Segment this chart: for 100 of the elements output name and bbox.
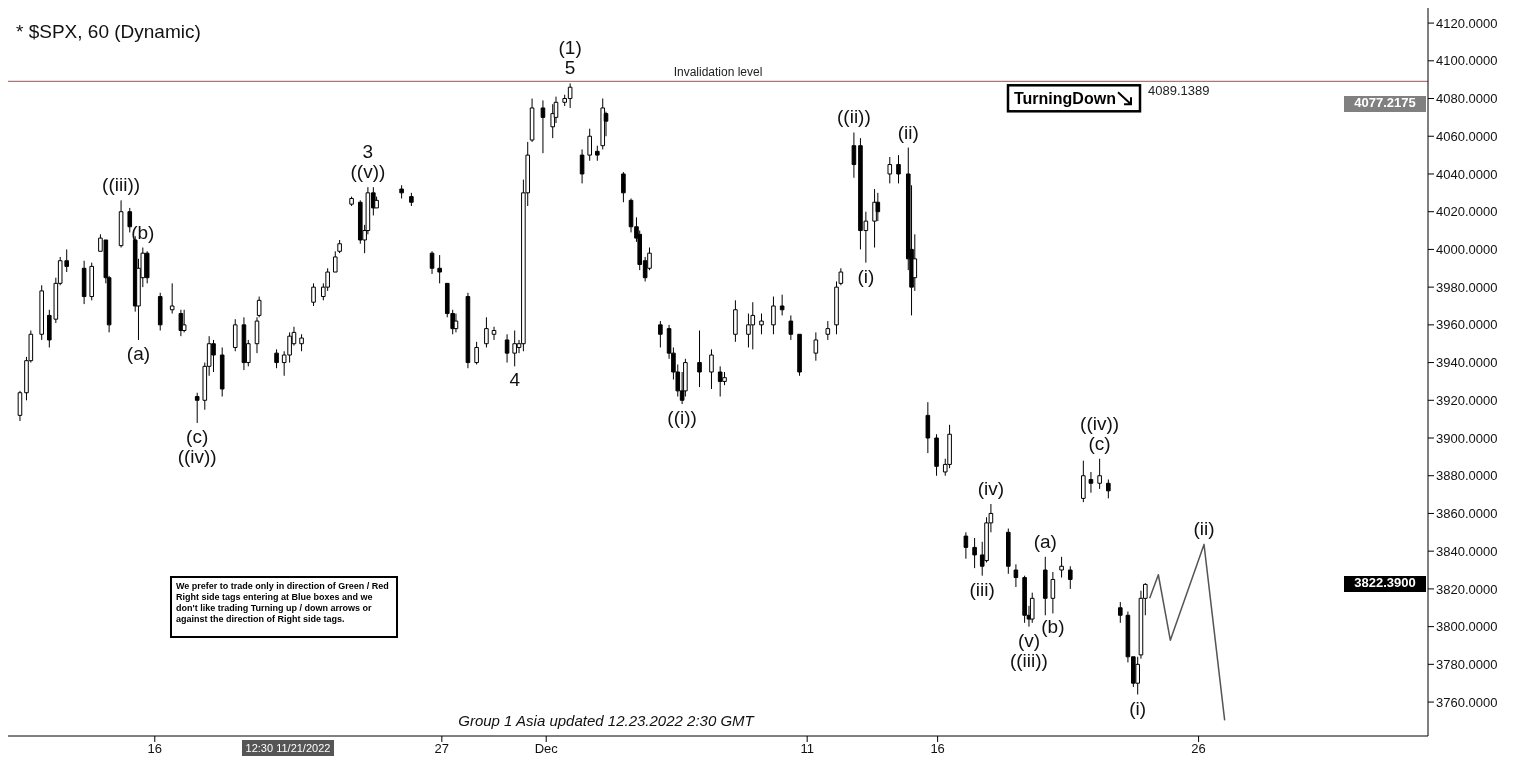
candlestick: [169, 282, 175, 315]
annotation: (a): [126, 342, 151, 364]
candlestick: [851, 131, 857, 179]
y-tick-label: 4080.0000: [1436, 91, 1498, 107]
x-tick-label: 26: [1191, 741, 1206, 757]
candlestick: [825, 320, 831, 341]
candlestick: [453, 313, 459, 333]
candlestick: [311, 282, 316, 307]
annotation: 3: [362, 141, 374, 163]
annotation: We prefer to trade only in direction of Green / Red Right side tags entering at Blue boxes and we don't like trading Turning up / down arrows or against the direction of Right side tags.: [170, 576, 398, 638]
y-tick-label: 4120.0000: [1436, 15, 1498, 31]
candlestick: [409, 192, 414, 207]
candlestick: [474, 341, 479, 365]
candlestick: [144, 250, 150, 284]
candlestick: [587, 128, 592, 162]
annotation: ((ii)): [837, 106, 871, 128]
candlestick: [1050, 571, 1056, 614]
candlestick: [39, 284, 45, 341]
line-series: [1148, 543, 1226, 722]
candlestick: [178, 309, 184, 337]
y-tick-label: 3980.0000: [1436, 279, 1498, 295]
candlestick: [972, 537, 977, 569]
candlestick: [1059, 556, 1064, 579]
candlestick: [1097, 458, 1102, 490]
candlestick: [600, 98, 606, 150]
candlestick: [797, 333, 802, 377]
candlestick: [232, 318, 238, 352]
candlestick: [399, 184, 404, 199]
annotation: (v): [1017, 629, 1041, 651]
candlestick: [697, 330, 702, 388]
annotation: (ii): [1193, 518, 1215, 540]
candlestick: [194, 392, 200, 424]
annotation: 4: [509, 369, 521, 391]
candlestick: [118, 199, 124, 249]
annotation: TurningDown: [1014, 90, 1116, 108]
annotation: ((v)): [350, 161, 386, 183]
candlestick: [81, 260, 87, 305]
y-tick-label: 3800.0000: [1436, 619, 1498, 635]
annotation: (iv): [977, 478, 1005, 500]
y-tick-label: 4060.0000: [1436, 128, 1498, 144]
candlestick: [621, 171, 626, 203]
annotation: (1): [558, 37, 582, 59]
candlestick: [896, 154, 901, 184]
candlestick: [429, 250, 435, 275]
candlestick: [17, 390, 23, 422]
text: * $SPX, 60 (Dynamic): [16, 21, 201, 42]
y-tick-label: 3860.0000: [1436, 506, 1498, 522]
candlestick: [1135, 656, 1140, 696]
y-tick-label: 4020.0000: [1436, 204, 1498, 220]
candlestick: [779, 294, 785, 316]
candlestick: [219, 346, 225, 398]
candlestick: [211, 339, 216, 373]
candlestick: [241, 316, 247, 371]
annotation: ((iii)): [102, 174, 141, 196]
candlestick: [484, 316, 489, 348]
y-tick-label: 3960.0000: [1436, 317, 1498, 333]
candlestick: [437, 254, 442, 284]
candlestick: [504, 333, 510, 364]
annotation: Group 1 Asia updated 12.23.2022 2:30 GMT: [458, 712, 756, 729]
candlestick: [465, 292, 471, 369]
y-tick-label: 3820.0000: [1436, 581, 1498, 597]
y-tick-label: 4100.0000: [1436, 53, 1498, 69]
annotation: (iii): [969, 578, 995, 600]
annotation: (i): [857, 265, 875, 287]
candlestick: [934, 433, 939, 477]
candlestick: [512, 330, 517, 367]
candlestick: [529, 98, 535, 143]
annotation: 4077.2175: [1354, 95, 1416, 111]
candlestick: [963, 531, 969, 560]
y-tick-label: 3880.0000: [1436, 468, 1498, 484]
y-tick-label: 3900.0000: [1436, 430, 1498, 446]
candlestick: [759, 313, 764, 335]
annotation: (ii): [897, 121, 919, 143]
candlestick: [1118, 601, 1123, 624]
annotation: (c): [186, 425, 209, 447]
annotation: 5: [564, 57, 576, 79]
y-tick-label: 4040.0000: [1436, 166, 1498, 182]
y-tick-label: 3840.0000: [1436, 543, 1498, 559]
x-tick-label: 16: [930, 741, 945, 757]
x-tick-label: 27: [434, 741, 450, 757]
candlestick: [299, 333, 304, 352]
candlestick: [595, 145, 600, 162]
y-tick-label: 3760.0000: [1436, 694, 1498, 710]
annotation: 3822.3900: [1354, 575, 1416, 591]
candlestick: [1067, 565, 1073, 590]
candlestick: [709, 348, 714, 390]
candlestick: [89, 262, 95, 301]
candlestick: [157, 292, 163, 332]
candlestick: [788, 314, 794, 341]
x-tick-label: Dec: [534, 741, 559, 757]
candlestick: [658, 320, 663, 348]
candlestick: [872, 188, 877, 249]
annotation: 4089.1389: [1148, 83, 1210, 99]
candlestick: [1013, 563, 1019, 588]
annotation: (i): [1129, 697, 1147, 719]
y-tick-label: 3780.0000: [1436, 656, 1498, 672]
candlestick: [127, 207, 133, 233]
candlestick: [813, 331, 819, 362]
y-tick-label: 3940.0000: [1436, 355, 1498, 371]
annotation: (b): [1041, 616, 1065, 638]
